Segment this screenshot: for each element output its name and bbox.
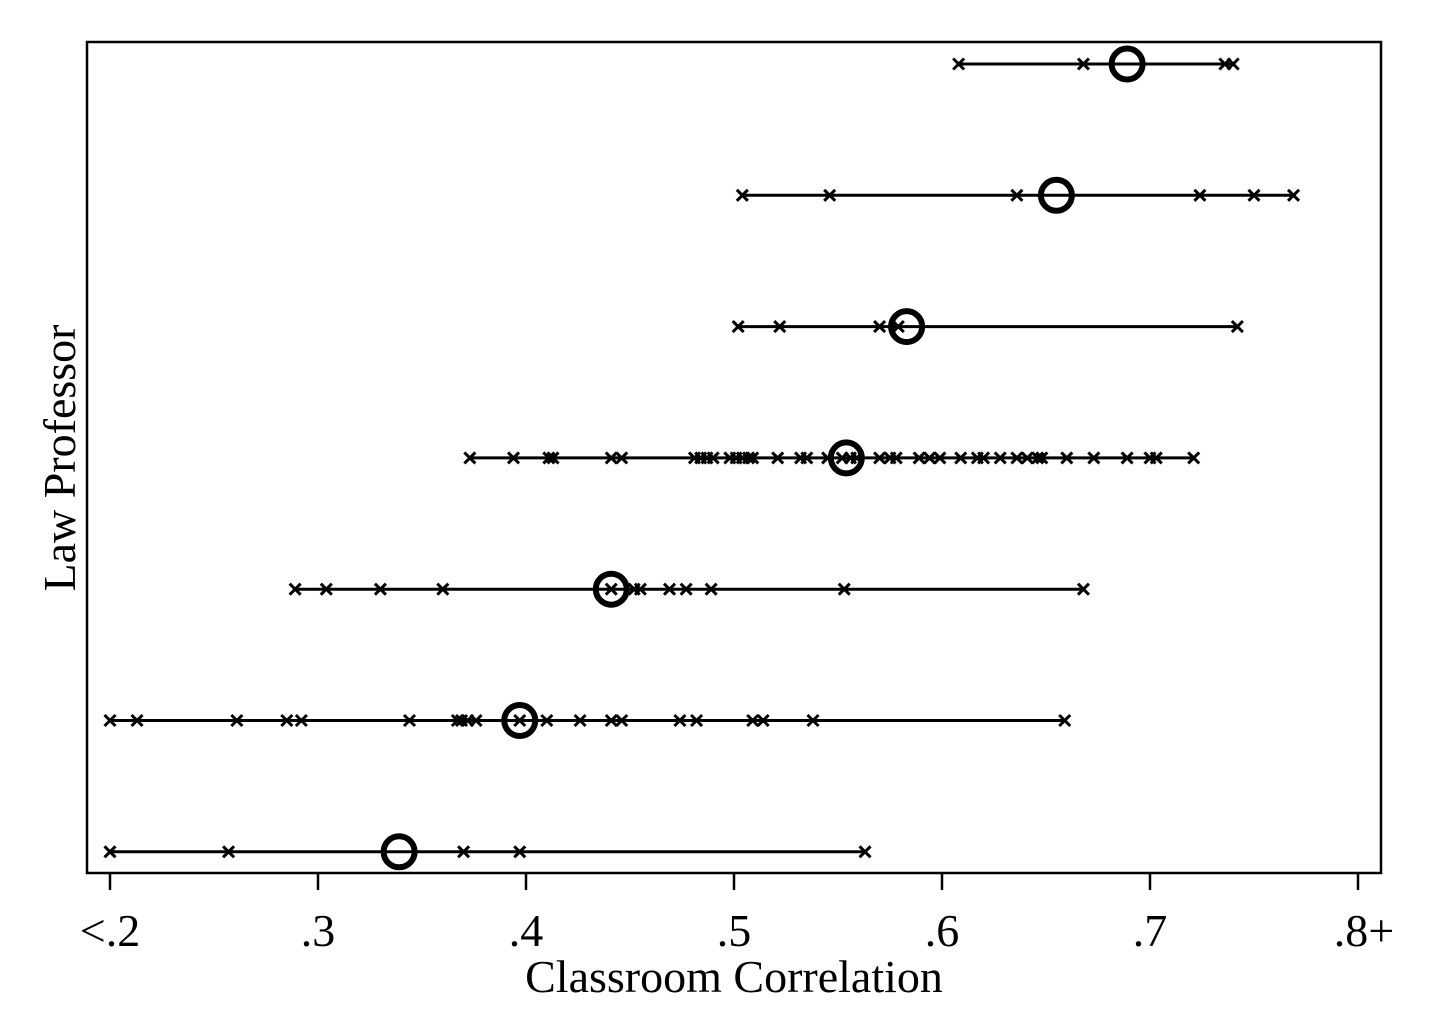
x-marker — [1031, 451, 1045, 465]
x-marker — [1230, 320, 1244, 334]
x-marker — [1060, 451, 1074, 465]
x-marker — [513, 713, 527, 728]
x-marker — [604, 451, 618, 465]
mean-circle — [827, 439, 865, 477]
x-marker — [506, 451, 521, 465]
x-marker — [756, 713, 770, 728]
x-marker — [993, 451, 1007, 465]
x-marker — [469, 713, 483, 728]
x-marker — [1010, 451, 1024, 465]
x-marker — [513, 845, 527, 859]
x-marker — [1187, 451, 1201, 465]
x-marker — [806, 713, 820, 728]
x-marker — [746, 451, 760, 465]
x-marker — [952, 57, 966, 71]
x-marker — [1247, 188, 1261, 202]
x-tick-label: .6 — [925, 905, 960, 956]
x-marker — [221, 845, 236, 859]
x-marker — [889, 451, 903, 465]
x-marker — [704, 582, 718, 596]
x-marker — [540, 713, 554, 728]
x-marker — [773, 320, 787, 334]
x-marker — [912, 451, 926, 465]
x-marker — [1020, 451, 1034, 465]
x-marker — [542, 451, 556, 465]
x-marker — [402, 713, 417, 728]
x-tick-label: .3 — [301, 905, 336, 956]
x-marker — [673, 713, 687, 728]
x-marker — [706, 451, 720, 465]
x-marker — [103, 713, 117, 728]
x-axis-title: Classroom Correlation — [525, 951, 943, 1002]
mean-circle — [592, 570, 630, 608]
x-tick-label: .7 — [1133, 905, 1168, 956]
x-marker — [604, 713, 618, 728]
x-marker — [746, 713, 760, 728]
mean-circle — [1108, 45, 1146, 83]
x-marker — [319, 582, 333, 596]
x-marker — [288, 582, 302, 596]
x-marker — [1149, 451, 1163, 465]
x-marker — [280, 713, 294, 728]
x-marker — [230, 713, 244, 728]
x-marker — [130, 713, 144, 728]
x-tick-label: <.2 — [80, 905, 140, 956]
x-marker — [1035, 451, 1049, 465]
mean-circle — [501, 702, 539, 739]
mean-circle — [1037, 176, 1075, 214]
x-marker — [294, 713, 308, 728]
x-marker — [741, 451, 756, 465]
x-marker — [679, 582, 693, 596]
x-marker — [1010, 188, 1024, 202]
x-marker — [450, 713, 464, 728]
x-marker — [933, 451, 947, 465]
x-marker — [633, 582, 647, 596]
x-marker — [1087, 451, 1101, 465]
x-marker — [1286, 188, 1301, 202]
x-marker — [1120, 451, 1134, 465]
x-tick-label: .5 — [717, 905, 752, 956]
x-marker — [954, 451, 968, 465]
x-marker — [977, 451, 991, 465]
x-axis: <.2 .3 .4 .5 .6 .7 .8+ — [80, 873, 1394, 956]
x-marker — [373, 582, 387, 596]
x-marker — [1226, 57, 1240, 71]
x-marker — [662, 582, 677, 596]
x-tick-label: .4 — [509, 905, 544, 956]
x-marker — [689, 713, 704, 728]
x-marker — [800, 451, 814, 465]
x-marker — [731, 320, 745, 334]
x-marker — [1076, 57, 1091, 71]
observation-markers — [103, 57, 1301, 859]
x-marker — [1076, 582, 1091, 596]
x-marker — [837, 582, 851, 596]
x-marker — [873, 320, 887, 334]
mean-circle — [888, 308, 926, 346]
x-marker — [463, 451, 477, 465]
x-marker — [858, 845, 872, 859]
x-tick-label: .8+ — [1334, 905, 1394, 956]
x-marker — [1058, 713, 1072, 728]
x-marker — [615, 713, 629, 728]
mean-circle — [380, 833, 418, 871]
x-marker — [615, 451, 629, 465]
x-marker — [823, 188, 837, 202]
x-marker — [457, 845, 471, 859]
x-marker — [735, 188, 749, 202]
mean-markers — [380, 45, 1146, 871]
x-marker — [103, 845, 117, 859]
x-marker — [1193, 188, 1207, 202]
x-marker — [771, 451, 785, 465]
x-marker — [922, 451, 937, 465]
y-axis-title: Law Professor — [34, 325, 85, 592]
x-marker — [573, 713, 587, 728]
x-marker — [546, 451, 560, 465]
x-marker — [604, 582, 618, 596]
x-marker — [436, 582, 450, 596]
x-marker — [873, 451, 887, 465]
